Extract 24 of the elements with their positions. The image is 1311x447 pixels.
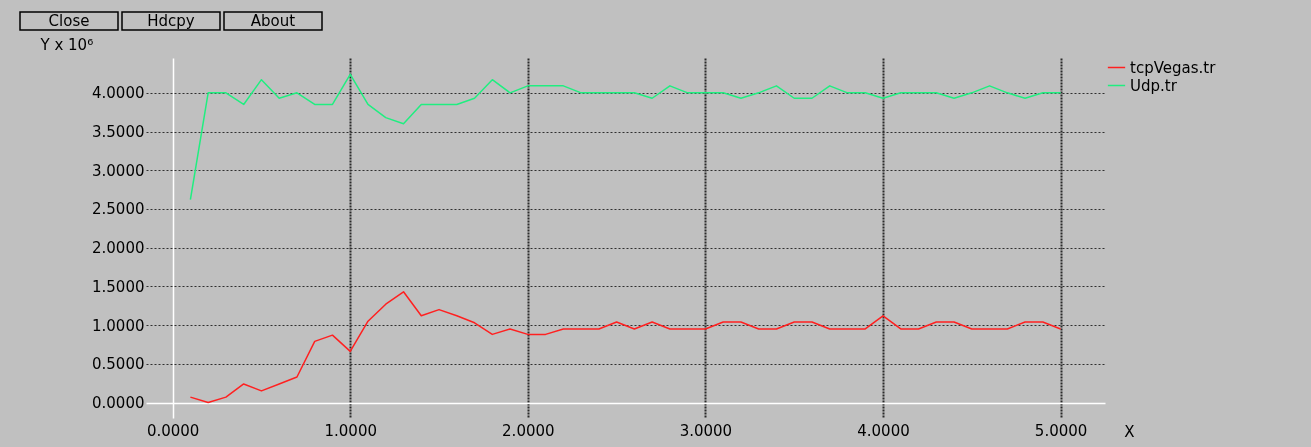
text: About xyxy=(250,12,296,30)
y-tick-label: 0.0000 xyxy=(92,394,145,413)
y-tick-label: 1.5000 xyxy=(92,277,145,296)
x-tick-label: 3.0000 xyxy=(679,421,733,440)
legend-label: tcpVegas.tr xyxy=(1130,58,1217,77)
x-tick-label: 0.0000 xyxy=(146,421,200,440)
y-axis-title: Y x 10⁶ xyxy=(39,35,94,54)
y-tick-label: 1.0000 xyxy=(92,316,145,335)
y-tick-label: 3.0000 xyxy=(92,161,145,180)
x-tick-label: 4.0000 xyxy=(857,421,910,440)
x-axis-title: X xyxy=(1124,422,1135,441)
y-tick-label: 2.0000 xyxy=(92,239,145,258)
text: Close xyxy=(48,12,90,30)
x-tick-label: 1.0000 xyxy=(324,421,377,440)
y-tick-label: 0.5000 xyxy=(92,355,145,374)
line-series xyxy=(189,291,1062,404)
legend-label: Udp.tr xyxy=(1130,76,1178,95)
line-series xyxy=(189,73,1062,201)
text: Hdcpy xyxy=(147,12,195,30)
y-tick-label: 2.5000 xyxy=(92,200,145,219)
y-tick-label: 3.5000 xyxy=(92,123,145,142)
x-tick-label: 2.0000 xyxy=(502,421,555,440)
x-tick-label: 5.0000 xyxy=(1034,421,1088,440)
y-tick-label: 4.0000 xyxy=(92,84,145,103)
